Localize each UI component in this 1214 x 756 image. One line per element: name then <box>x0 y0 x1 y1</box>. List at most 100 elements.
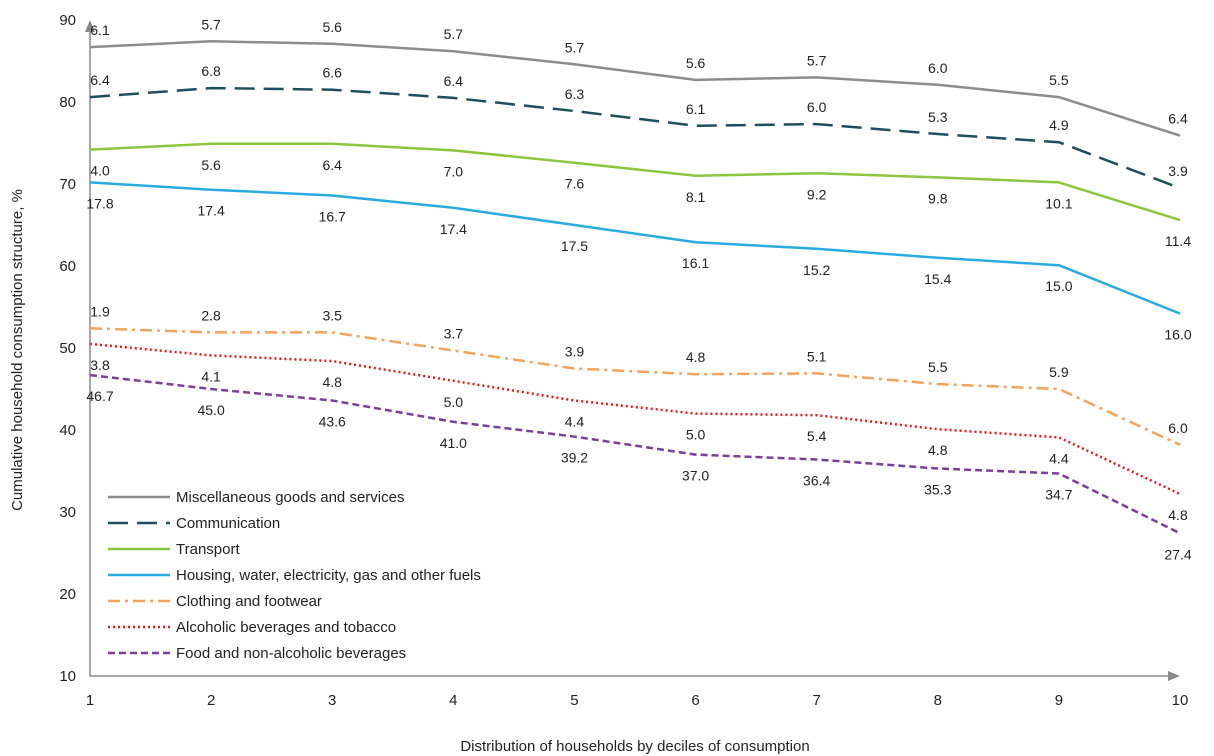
x-tick-label: 6 <box>691 692 699 709</box>
legend-label: Transport <box>176 541 240 558</box>
axes: 10 20 30 40 50 60 70 80 90 1 2 3 4 5 6 7 8 9 10 <box>59 12 1188 709</box>
series-line <box>89 327 1181 446</box>
data-label: 34.7 <box>1045 486 1072 502</box>
x-tick-label: 4 <box>449 692 457 709</box>
data-label: 6.6 <box>322 65 342 81</box>
data-label: 41.0 <box>440 435 467 451</box>
legend-label: Clothing and footwear <box>176 593 322 610</box>
data-label: 9.8 <box>928 190 948 206</box>
data-label: 36.4 <box>803 473 830 489</box>
data-label: 6.4 <box>444 73 464 89</box>
data-label: 15.2 <box>803 262 830 278</box>
data-label: 37.0 <box>682 468 709 484</box>
legend-label: Housing, water, electricity, gas and oth… <box>176 567 481 584</box>
y-tick-label: 60 <box>59 258 76 275</box>
data-label: 7.0 <box>444 163 464 179</box>
data-label: 6.4 <box>322 157 342 173</box>
legend-label: Miscellaneous goods and services <box>176 489 404 506</box>
series-line <box>89 40 1181 137</box>
data-label: 5.6 <box>201 157 221 173</box>
data-label: 6.8 <box>201 63 221 79</box>
data-label: 6.1 <box>686 101 706 117</box>
data-label: 15.0 <box>1045 278 1072 294</box>
x-tick-label: 1 <box>86 692 94 709</box>
data-label: 16.7 <box>319 208 346 224</box>
data-label: 5.5 <box>928 359 948 375</box>
y-tick-label: 20 <box>59 586 76 603</box>
series-line <box>89 181 1181 315</box>
data-label: 4.8 <box>322 374 342 390</box>
data-label: 6.0 <box>1168 420 1188 436</box>
y-tick-label: 80 <box>59 94 76 111</box>
data-label: 4.8 <box>686 349 706 365</box>
data-label: 5.7 <box>565 39 585 55</box>
data-label: 3.9 <box>1168 163 1188 179</box>
data-label: 6.0 <box>807 99 827 115</box>
data-label: 6.0 <box>928 60 948 76</box>
data-label: 46.7 <box>86 388 113 404</box>
data-label: 4.0 <box>90 163 110 179</box>
data-label: 5.7 <box>201 16 221 32</box>
data-label: 5.3 <box>928 109 948 125</box>
legend: Miscellaneous goods and services Communic… <box>108 489 481 662</box>
data-label: 43.6 <box>319 413 346 429</box>
y-tick-label: 50 <box>59 340 76 357</box>
data-label: 2.8 <box>201 307 221 323</box>
data-label: 17.5 <box>561 238 588 254</box>
data-label: 4.4 <box>565 413 585 429</box>
data-label: 10.1 <box>1045 195 1072 211</box>
series-line <box>89 86 1181 190</box>
y-tick-label: 40 <box>59 422 76 439</box>
x-tick-label: 2 <box>207 692 215 709</box>
y-tick-label: 10 <box>59 668 76 685</box>
data-label: 5.0 <box>444 394 464 410</box>
legend-label: Alcoholic beverages and tobacco <box>176 619 396 636</box>
data-label: 9.2 <box>807 186 827 202</box>
y-tick-label: 70 <box>59 176 76 193</box>
data-label: 17.4 <box>440 221 467 237</box>
x-tick-label: 3 <box>328 692 336 709</box>
x-axis-arrow <box>1168 671 1180 681</box>
x-tick-label: 10 <box>1172 692 1189 709</box>
data-label: 15.4 <box>924 271 951 287</box>
data-label: 5.1 <box>807 348 827 364</box>
data-label: 11.4 <box>1165 233 1191 249</box>
data-label: 5.0 <box>686 427 706 443</box>
data-label: 5.6 <box>322 19 342 35</box>
data-label: 6.1 <box>90 22 110 38</box>
data-label: 5.9 <box>1049 364 1069 380</box>
legend-label: Communication <box>176 515 280 532</box>
data-label: 8.1 <box>686 189 706 205</box>
data-label: 6.4 <box>90 72 110 88</box>
data-label: 16.1 <box>682 255 709 271</box>
data-label: 39.2 <box>561 450 588 466</box>
data-label: 17.4 <box>197 203 224 219</box>
x-tick-label: 8 <box>934 692 942 709</box>
x-axis-title: Distribution of households by deciles of… <box>460 738 809 755</box>
data-label: 4.1 <box>201 368 221 384</box>
data-label: 5.4 <box>807 428 827 444</box>
data-label: 4.8 <box>928 442 948 458</box>
y-axis-title: Cumulative household consumption structu… <box>9 189 26 511</box>
data-label: 4.9 <box>1049 117 1069 133</box>
series-line <box>89 142 1181 222</box>
data-label: 17.8 <box>86 195 113 211</box>
y-axis-arrow <box>85 20 95 32</box>
x-tick-label: 5 <box>570 692 578 709</box>
series-line <box>89 373 1181 535</box>
series-line <box>89 342 1181 496</box>
data-label: 3.9 <box>565 344 585 360</box>
data-label: 5.5 <box>1049 72 1069 88</box>
data-label: 35.3 <box>924 482 951 498</box>
data-label: 5.7 <box>444 26 464 42</box>
data-label: 6.4 <box>1168 111 1188 127</box>
data-label: 3.5 <box>322 307 342 323</box>
y-tick-label: 30 <box>59 504 76 521</box>
data-label: 4.8 <box>1168 507 1188 523</box>
x-tick-label: 7 <box>812 692 820 709</box>
x-tick-label: 9 <box>1055 692 1063 709</box>
data-label: 5.7 <box>807 52 827 68</box>
data-label: 27.4 <box>1164 546 1191 562</box>
data-label: 4.4 <box>1049 450 1069 466</box>
